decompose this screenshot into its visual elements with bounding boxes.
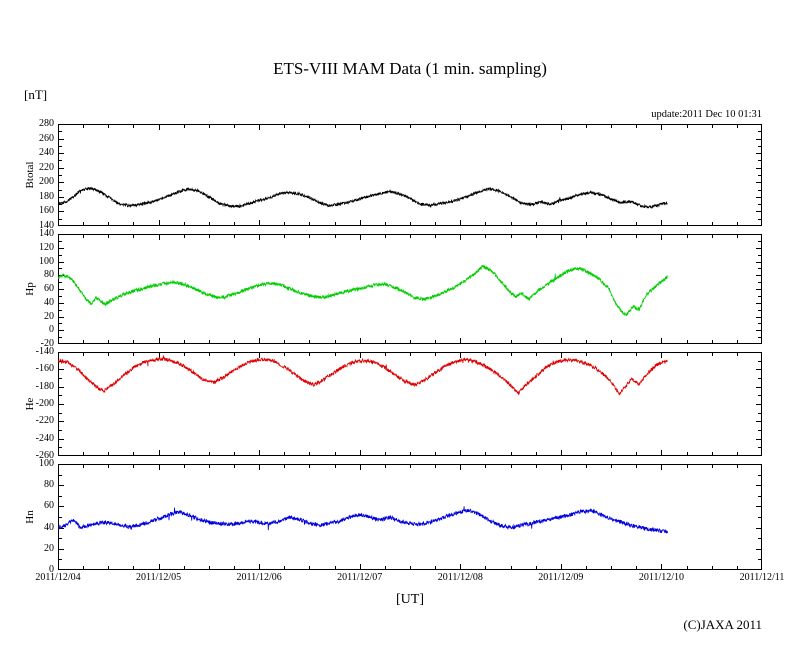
update-timestamp: update:2011 Dec 10 01:31 <box>651 109 762 120</box>
panel-btotal <box>58 124 762 226</box>
y-tick-label: 20 <box>44 542 54 554</box>
y-tick-label: 140 <box>39 220 54 231</box>
plot-svg-hp <box>58 234 762 344</box>
series-line-btotal <box>58 186 668 209</box>
chart-title: ETS-VIII MAM Data (1 min. sampling) <box>273 59 547 78</box>
x-axis-title: [UT] <box>396 592 424 607</box>
y-tick-label: 100 <box>39 255 54 267</box>
x-tick-label: 2011/12/07 <box>337 572 383 583</box>
series-line-hn <box>58 506 668 534</box>
y-tick-label: 80 <box>44 269 54 281</box>
plot-svg-he <box>58 352 762 456</box>
y-tick-label: 200 <box>39 176 54 188</box>
x-tick-label: 2011/12/08 <box>437 572 483 583</box>
copyright: (C)JAXA 2011 <box>683 617 762 632</box>
y-tick-label: 160 <box>39 205 54 217</box>
x-tick-label: 2011/12/11 <box>739 572 785 583</box>
y-tick-label: 60 <box>44 283 54 294</box>
y-tick-label: 120 <box>39 241 54 253</box>
panel-hn <box>58 464 762 570</box>
plot-svg-btotal <box>58 124 762 226</box>
x-tick-label: 2011/12/04 <box>35 572 81 583</box>
panel-axis-label-he: He <box>24 397 36 411</box>
y-tick-label: -220 <box>35 415 54 427</box>
y-tick-label: 220 <box>39 161 54 173</box>
y-tick-label: -160 <box>35 363 54 375</box>
y-tick-label: 80 <box>44 479 54 491</box>
y-tick-label: -140 <box>35 346 54 357</box>
y-tick-label: 40 <box>44 296 54 308</box>
y-tick-label: 40 <box>44 521 54 533</box>
y-unit-label: [nT] <box>24 87 48 102</box>
y-tick-label: -180 <box>35 380 54 392</box>
y-tick-label: 260 <box>39 132 54 144</box>
y-tick-label: -240 <box>35 432 54 444</box>
panel-axis-label-btotal: Btotal <box>24 161 36 189</box>
y-tick-label: -200 <box>35 398 54 409</box>
panel-axis-label-hn: Hn <box>24 510 36 524</box>
series-line-he <box>58 355 668 396</box>
y-tick-label: 240 <box>39 147 54 159</box>
x-tick-label: 2011/12/06 <box>236 572 282 583</box>
y-tick-label: 280 <box>39 118 54 129</box>
x-tick-label: 2011/12/10 <box>638 572 685 583</box>
y-tick-label: 180 <box>39 190 54 202</box>
y-tick-label: -20 <box>40 338 54 349</box>
y-tick-label: 20 <box>44 310 54 322</box>
x-tick-label: 2011/12/09 <box>538 572 584 583</box>
panel-he <box>58 352 762 456</box>
y-tick-label: 60 <box>44 500 54 512</box>
panel-hp <box>58 234 762 344</box>
y-tick-label: 0 <box>49 324 54 336</box>
panel-axis-label-hp: Hp <box>24 282 36 296</box>
series-line-hp <box>58 265 668 317</box>
y-tick-label: 0 <box>49 564 54 575</box>
y-tick-label: 140 <box>39 228 54 239</box>
plot-svg-hn <box>58 464 762 570</box>
y-tick-label: -260 <box>35 450 54 461</box>
y-tick-label: 100 <box>39 458 54 469</box>
x-tick-label: 2011/12/05 <box>135 572 182 583</box>
